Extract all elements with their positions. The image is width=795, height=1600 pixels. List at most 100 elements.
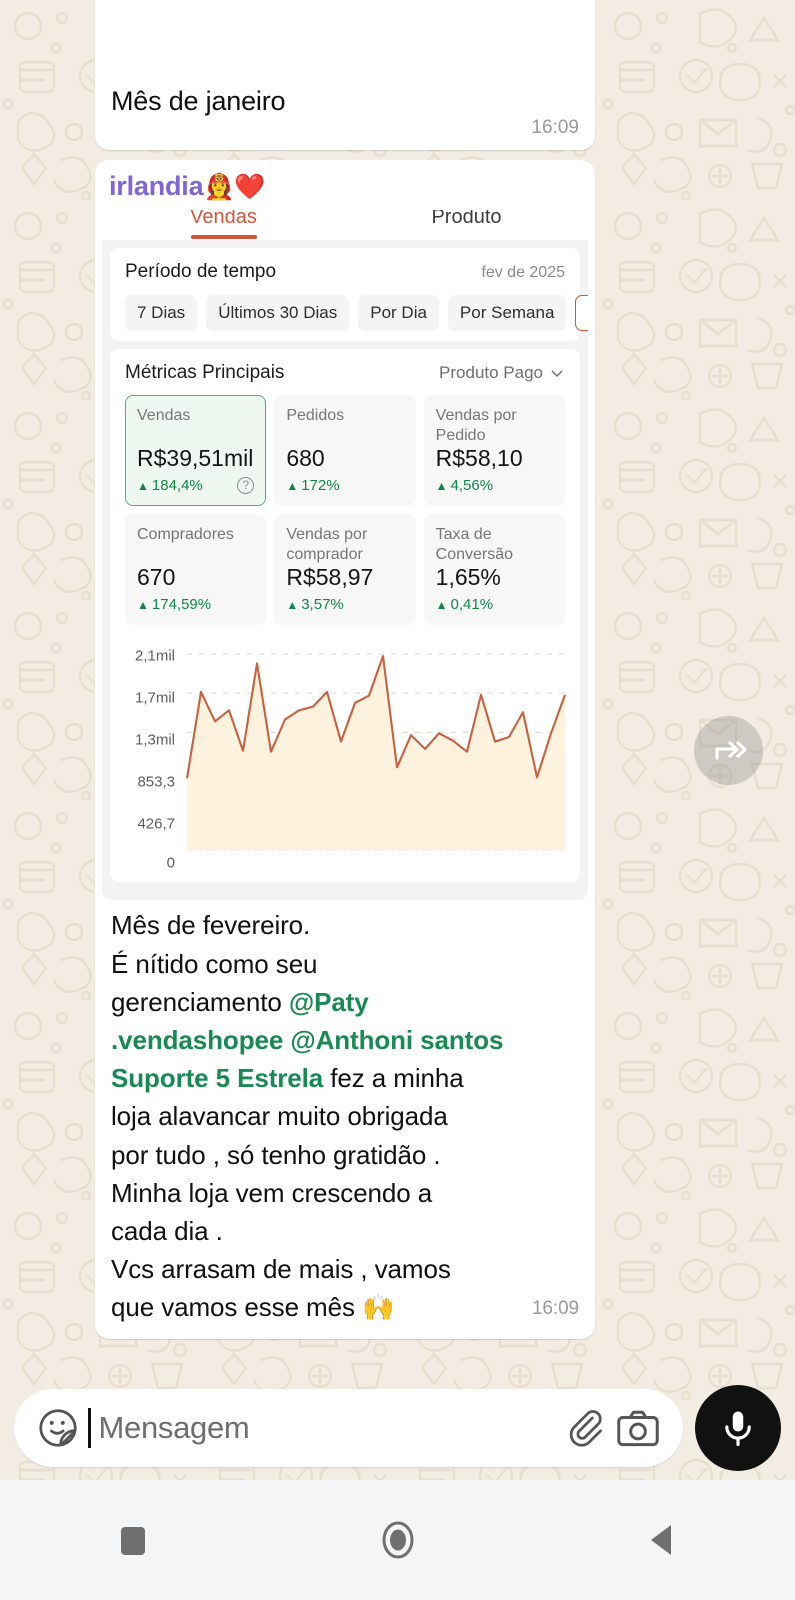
message-bubble-fevereiro[interactable]: irlandia👩‍🚒❤️ Vendas Produto Período de … [95, 160, 595, 1339]
message-sender-name: irlandia👩‍🚒❤️ [95, 160, 595, 203]
chart-ytick-4: 1,7mil [134, 689, 175, 707]
metric-delta: 184,4% [137, 477, 203, 494]
metrics-panel: Métricas Principais Produto Pago Vendas [110, 349, 580, 883]
sticker-icon[interactable] [36, 1406, 80, 1450]
message-text: Mês de fevereiro. É nítido como seu gere… [95, 900, 595, 1326]
metric-value: R$39,51mil [137, 445, 254, 472]
message-line: cada dia . [111, 1212, 579, 1250]
metric-delta: 4,56% [436, 477, 494, 494]
sender-emoji: 👩‍🚒❤️ [203, 173, 266, 201]
message-input-bar[interactable]: Mensagem [14, 1388, 683, 1467]
chart-ytick-3: 1,3mil [134, 731, 175, 749]
metrics-panel-header: Métricas Principais Produto Pago [125, 362, 565, 384]
metrics-filter-label: Produto Pago [439, 363, 543, 383]
chart-ytick-0: 0 [166, 854, 175, 872]
message-bubble-janeiro[interactable]: 311,5 0 Mês de janeiro 16:09 [95, 0, 595, 150]
janeiro-timestamp: 16:09 [531, 117, 579, 138]
line-segment: Minha loja vem crescendo a [111, 1177, 433, 1208]
chart-ytick-2: 853,3 [137, 773, 175, 791]
nav-recents-button[interactable] [73, 1480, 193, 1600]
message-line: gerenciamento @Paty [111, 983, 579, 1021]
chip-por-mes[interactable]: Por Mês [575, 295, 588, 332]
fevereiro-timestamp: 16:09 [531, 1297, 579, 1319]
metric-delta-row: 174,59% [137, 596, 254, 613]
line-segment: É nítido como seu [111, 948, 318, 979]
metric-card-vendas-por-comprador[interactable]: Vendas por comprador R$58,97 3,57% [274, 514, 416, 626]
line-segment: por tudo , só tenho gratidão . [111, 1139, 441, 1170]
square-icon [120, 1527, 145, 1555]
message-line: por tudo , só tenho gratidão . [111, 1136, 579, 1174]
nav-back-button[interactable] [603, 1480, 723, 1600]
metric-card-pedidos[interactable]: Pedidos 680 172% [274, 395, 416, 507]
period-panel: Período de tempo fev de 2025 7 Dias Últi… [110, 248, 588, 342]
metric-card-taxa-conversao[interactable]: Taxa de Conversão 1,65% 0,41% [423, 514, 565, 626]
period-chip-group[interactable]: 7 Dias Últimos 30 Dias Por Dia Por Seman… [125, 295, 588, 332]
metrics-grid: Vendas R$39,51mil 184,4% ? Pedidos 680 [125, 395, 565, 626]
chat-scroll-area[interactable]: 311,5 0 Mês de janeiro 16:09 irlandia👩‍🚒… [0, 0, 795, 1375]
tab-vendas[interactable]: Vendas [102, 210, 345, 240]
metric-label: Vendas por Pedido [435, 407, 517, 444]
shopee-dashboard: Vendas Produto Período de tempo fev de 2… [102, 210, 588, 901]
paperclip-icon[interactable] [565, 1407, 607, 1449]
scroll-to-bottom-button[interactable] [694, 716, 763, 785]
mention-vendashopee-anthoni[interactable]: .vendashopee @Anthoni santos [111, 1024, 504, 1055]
message-input-placeholder[interactable]: Mensagem [98, 1409, 250, 1445]
dashboard-tabs[interactable]: Vendas Produto [102, 210, 588, 241]
message-line: que vamos esse mês 🙌 16:09 [111, 1288, 579, 1326]
metric-delta-row: 0,41% [436, 596, 553, 613]
mention-paty[interactable]: @Paty [288, 986, 369, 1017]
help-icon[interactable]: ? [237, 477, 255, 495]
android-navigation-bar [0, 1480, 795, 1600]
chart-ytick-5: 2,1mil [134, 647, 175, 665]
dashboard-body: Período de tempo fev de 2025 7 Dias Últi… [102, 240, 588, 901]
voice-record-button[interactable] [695, 1384, 781, 1471]
metric-delta-row: 184,4% ? [137, 477, 255, 495]
message-line: Vcs arrasam de mais , vamos [111, 1250, 579, 1288]
metric-label: Pedidos [286, 407, 345, 425]
message-composer: Mensagem [0, 1375, 795, 1480]
metric-delta: 0,41% [436, 596, 494, 613]
nav-home-button[interactable] [338, 1480, 458, 1600]
line-segment: loja alavancar muito obrigada [111, 1101, 448, 1132]
message-line: Mês de fevereiro. [111, 906, 579, 944]
metric-label: Compradores [137, 526, 234, 544]
chevron-down-icon [551, 370, 563, 378]
metric-card-vendas[interactable]: Vendas R$39,51mil 184,4% ? [125, 395, 267, 507]
metric-delta: 174,59% [137, 596, 211, 613]
sender-name-text: irlandia [109, 171, 204, 201]
metric-card-vendas-por-pedido[interactable]: Vendas por Pedido R$58,10 4,56% [423, 395, 565, 507]
circle-icon [382, 1521, 413, 1559]
period-range-label: fev de 2025 [481, 264, 565, 282]
text-cursor [88, 1407, 91, 1448]
metric-value: 670 [137, 564, 176, 591]
metric-card-compradores[interactable]: Compradores 670 174,59% [125, 514, 267, 626]
metric-delta-row: 4,56% [436, 477, 553, 494]
line-segment: Mês de fevereiro. [111, 910, 311, 941]
metric-value: 1,65% [435, 564, 501, 591]
message-line: Minha loja vem crescendo a [111, 1174, 579, 1212]
chip-7-dias[interactable]: 7 Dias [125, 295, 198, 332]
metric-label: Vendas [137, 407, 191, 425]
metric-label: Vendas por comprador [286, 526, 368, 563]
sales-area-chart: 2,1mil 1,7mil 1,3mil 853,3 426,7 0 [125, 636, 566, 872]
chart-area-fill [187, 656, 565, 851]
metric-delta: 3,57% [286, 596, 344, 613]
triangle-left-icon [650, 1525, 671, 1555]
metric-label: Taxa de Conversão [435, 526, 514, 563]
line-segment: fez a minha [323, 1063, 464, 1094]
metric-value: R$58,97 [286, 564, 374, 591]
chip-por-semana[interactable]: Por Semana [447, 295, 567, 332]
chip-por-dia[interactable]: Por Dia [358, 295, 439, 332]
tab-produto[interactable]: Produto [431, 210, 502, 229]
chip-ultimos-30-dias[interactable]: Últimos 30 Dias [206, 295, 350, 332]
fevereiro-dashboard-media[interactable]: Vendas Produto Período de tempo fev de 2… [102, 210, 588, 901]
camera-icon[interactable] [615, 1407, 661, 1449]
metric-value: R$58,10 [435, 445, 523, 472]
mention-suporte-5-estrela[interactable]: Suporte 5 Estrela [111, 1063, 324, 1094]
period-panel-title: Período de tempo [125, 261, 277, 283]
janeiro-chart-media[interactable]: 311,5 0 [102, 0, 588, 79]
microphone-icon [725, 1411, 751, 1446]
metrics-panel-title: Métricas Principais [125, 362, 285, 384]
metrics-filter-dropdown[interactable]: Produto Pago [439, 363, 565, 383]
metric-delta: 172% [286, 477, 339, 494]
